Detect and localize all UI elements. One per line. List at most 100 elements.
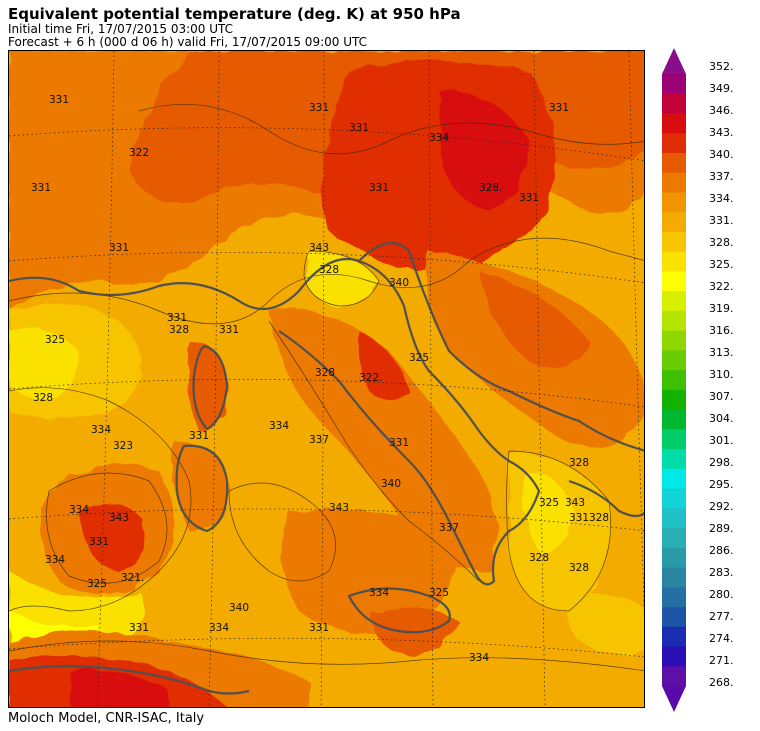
- colorbar-tick-label: 280.: [709, 588, 734, 601]
- contour-label: 331: [49, 94, 69, 106]
- contour-label: 343: [565, 497, 585, 509]
- contour-label: 328: [319, 264, 339, 276]
- contour-label: 334: [269, 420, 289, 432]
- contour-label: 331: [309, 102, 329, 114]
- colorbar-tick-label: 349.: [709, 82, 734, 95]
- contour-lines: [9, 103, 644, 672]
- colorbar-swatch: [662, 626, 686, 648]
- colorbar-swatch: [662, 449, 686, 470]
- colorbar-tick-label: 295.: [709, 478, 734, 491]
- colorbar-swatch: [662, 409, 686, 430]
- colorbar-swatch: [662, 389, 686, 411]
- colorbar-tick-label: 322.: [709, 280, 734, 293]
- colorbar-tick-label: 316.: [709, 324, 734, 337]
- colorbar-swatch: [662, 429, 686, 450]
- contour-label: 340: [229, 602, 249, 614]
- temperature-field: [9, 51, 644, 707]
- colorbar-swatch: [662, 152, 686, 174]
- contour-label: 328: [33, 392, 53, 404]
- contour-label: 328: [569, 562, 589, 574]
- contour-label: 331: [109, 242, 129, 254]
- colorbar-swatch: [662, 192, 686, 213]
- contour-label: 328.: [479, 182, 502, 194]
- contour-label: 322: [129, 147, 149, 159]
- contour-label: 343: [109, 512, 129, 524]
- contour-label: 331: [369, 182, 389, 194]
- chart-title: Equivalent potential temperature (deg. K…: [8, 5, 461, 23]
- colorbar-tick-label: 337.: [709, 170, 734, 183]
- colorbar-tick-label: 334.: [709, 192, 734, 205]
- contour-label: 337: [439, 522, 459, 534]
- contour-label: 331: [189, 430, 209, 442]
- colorbar-swatch: [662, 251, 686, 272]
- contour-label: 337: [309, 434, 329, 446]
- colorbar-tick-label: 310.: [709, 368, 734, 381]
- colorbar-tick-label: 304.: [709, 412, 734, 425]
- contour-label: 331: [309, 622, 329, 634]
- colorbar-swatch: [662, 172, 686, 193]
- colorbar-tick-label: 298.: [709, 456, 734, 469]
- contour-label: 325: [539, 497, 559, 509]
- contour-label: 331: [167, 312, 187, 324]
- map-panel: 331 322 331 331 325 331 328 331 328 334 323 331 334 3…: [8, 50, 645, 708]
- colorbar-tick-label: 343.: [709, 126, 734, 139]
- colorbar-swatch: [662, 607, 686, 628]
- colorbar-swatch: [662, 646, 686, 667]
- colorbar-swatch: [662, 113, 686, 134]
- contour-label: 331: [549, 102, 569, 114]
- colorbar-tick-label: 313.: [709, 346, 734, 359]
- colorbar-tick-label: 352.: [709, 60, 734, 73]
- colorbar-swatch: [662, 93, 686, 114]
- contour-label: 328: [169, 324, 189, 336]
- contour-label: 343: [309, 242, 329, 254]
- colorbar-top-arrow: [662, 48, 686, 74]
- colorbar-swatch: [662, 547, 686, 569]
- coastlines: [9, 241, 644, 695]
- contour-label: 343: [329, 502, 349, 514]
- colorbar-swatch: [662, 212, 686, 233]
- contour-label: 334: [209, 622, 229, 634]
- colorbar-swatch: [662, 310, 686, 332]
- colorbar-swatch: [662, 74, 686, 95]
- colorbar-tick-label: 268.: [709, 676, 734, 689]
- colorbar: [662, 48, 686, 712]
- contour-label: 331: [389, 437, 409, 449]
- contour-label: 331: [519, 192, 539, 204]
- colorbar-swatch: [662, 271, 686, 292]
- contour-label: 325: [429, 587, 449, 599]
- colorbar-tick-label: 274.: [709, 632, 734, 645]
- contour-label: 334: [369, 587, 389, 599]
- contour-label: 328: [589, 512, 609, 524]
- contour-label: 322.: [359, 372, 382, 384]
- contour-label: 323: [113, 440, 133, 452]
- colorbar-swatch: [662, 508, 686, 529]
- colorbar-swatch: [662, 133, 686, 154]
- colorbar-tick-label: 292.: [709, 500, 734, 513]
- contour-label: 334: [91, 424, 111, 436]
- colorbar-tick-label: 283.: [709, 566, 734, 579]
- colorbar-swatch: [662, 350, 686, 371]
- colorbar-tick-label: 340.: [709, 148, 734, 161]
- colorbar-swatch: [662, 370, 686, 391]
- colorbar-tick-label: 331.: [709, 214, 734, 227]
- contour-label: 334: [469, 652, 489, 664]
- contour-label: 331: [89, 536, 109, 548]
- colorbar-tick-label: 319.: [709, 302, 734, 315]
- colorbar-swatch: [662, 587, 686, 608]
- contour-label: 334: [429, 132, 449, 144]
- colorbar-swatch: [662, 666, 686, 687]
- initial-time: Initial time Fri, 17/07/2015 03:00 UTC: [8, 22, 234, 36]
- colorbar-tick-label: 328.: [709, 236, 734, 249]
- forecast-time: Forecast + 6 h (000 d 06 h) valid Fri, 1…: [8, 35, 367, 49]
- contour-label: 328: [315, 367, 335, 379]
- colorbar-swatch: [662, 528, 686, 549]
- contour-label: 325: [87, 578, 107, 590]
- contour-label: 340: [389, 277, 409, 289]
- colorbar-tick-label: 286.: [709, 544, 734, 557]
- colorbar-swatch: [662, 231, 686, 253]
- colorbar-swatch: [662, 291, 686, 312]
- model-credit: Moloch Model, CNR-ISAC, Italy: [8, 711, 205, 726]
- colorbar-tick-label: 301.: [709, 434, 734, 447]
- contour-label: 334: [45, 554, 65, 566]
